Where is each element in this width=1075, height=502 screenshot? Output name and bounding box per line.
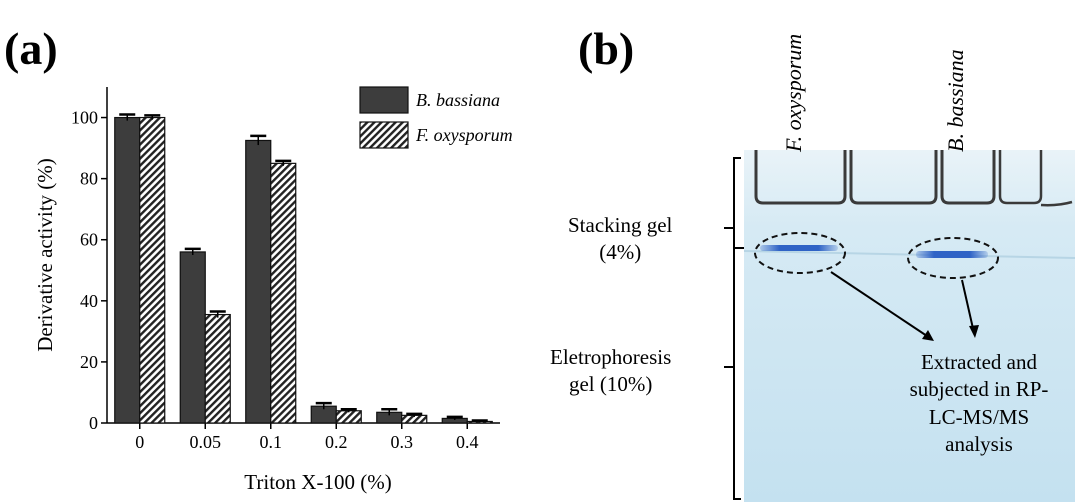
lane-label-b-bassiana: B. bassiana bbox=[943, 49, 968, 152]
bar-f-oxysporum-3 bbox=[335, 410, 362, 424]
gel-top-edge bbox=[1040, 200, 1073, 207]
stacking-gel-label: Stacking gel (4%) bbox=[568, 212, 672, 266]
legend-label: B. bassiana bbox=[416, 90, 500, 110]
gel-well-1 bbox=[754, 150, 847, 205]
y-axis-label: Derivative activity (%) bbox=[33, 158, 57, 352]
x-tick-label: 0.05 bbox=[190, 432, 222, 452]
x-tick-label: 0.4 bbox=[456, 432, 479, 452]
stacking-gel-line-2: (4%) bbox=[599, 239, 642, 264]
arrow-bba bbox=[961, 279, 975, 334]
electrophoresis-gel-label: Eletrophoresis gel (10%) bbox=[550, 344, 671, 398]
legend-swatch-f-oxysporum bbox=[359, 121, 409, 149]
legend-swatch-b-bassiana bbox=[359, 86, 409, 114]
x-tick-label: 0 bbox=[135, 432, 144, 452]
electrophoresis-line-1: Eletrophoresis bbox=[550, 345, 672, 369]
panel-b-label: (b) bbox=[578, 23, 635, 74]
electrophoresis-line-2: gel (10%) bbox=[568, 371, 653, 396]
bar-b-bassiana-0 bbox=[114, 116, 141, 424]
arrow-fox bbox=[830, 271, 931, 339]
chart-marks bbox=[114, 113, 493, 424]
bar-f-oxysporum-2 bbox=[270, 162, 297, 424]
annotation-line-1: Extracted and bbox=[920, 350, 1038, 374]
bar-b-bassiana-2 bbox=[245, 139, 272, 424]
y-tick-label: 20 bbox=[80, 352, 98, 372]
protein-band-bba bbox=[916, 251, 988, 258]
bar-b-bassiana-1 bbox=[179, 251, 206, 424]
legend-label: F. oxysporum bbox=[415, 125, 513, 145]
panel-a-label: (a) bbox=[4, 23, 58, 74]
chart-legend: B. bassiana F. oxysporum bbox=[359, 86, 513, 149]
y-tick-label: 60 bbox=[80, 230, 98, 250]
annotation-line-4: analysis bbox=[945, 431, 1013, 456]
stacking-gel-line-1: Stacking gel bbox=[568, 213, 673, 237]
bar-f-oxysporum-1 bbox=[204, 313, 231, 424]
annotation-line-3: LC-MS/MS bbox=[928, 404, 1030, 429]
gel-annotation: Extracted and subjected in RP- LC-MS/MS … bbox=[884, 349, 1074, 458]
bar-f-oxysporum-0 bbox=[139, 116, 166, 424]
x-tick-label: 0.3 bbox=[391, 432, 414, 452]
gel-well-2 bbox=[849, 150, 938, 205]
arrow-bba-head bbox=[969, 325, 979, 338]
highlight-circle-bba bbox=[907, 237, 999, 279]
arrow-fox-head bbox=[922, 330, 934, 341]
x-axis-label: Triton X-100 (%) bbox=[244, 470, 391, 494]
bar-chart: 0 20 40 60 80 100 0 0.05 0.1 0.2 0.3 0.4 Derivative… bbox=[33, 86, 513, 494]
highlight-circle-fox bbox=[754, 232, 846, 274]
stacking-separator bbox=[743, 250, 1075, 259]
gel-bracket bbox=[733, 157, 741, 500]
chart-axes: 0 20 40 60 80 100 0 0.05 0.1 0.2 0.3 0.4 bbox=[71, 87, 500, 452]
y-tick-label: 80 bbox=[80, 169, 98, 189]
gel-well-3 bbox=[940, 150, 996, 205]
y-tick-label: 40 bbox=[80, 291, 98, 311]
annotation-line-2: subjected in RP- bbox=[909, 377, 1049, 402]
lane-label-f-oxysporum: F. oxysporum bbox=[781, 33, 806, 152]
x-tick-label: 0.1 bbox=[260, 432, 283, 452]
protein-band-fox bbox=[760, 245, 838, 251]
gel-well-4 bbox=[998, 150, 1043, 205]
x-tick-label: 0.2 bbox=[325, 432, 348, 452]
y-tick-label: 100 bbox=[71, 108, 98, 128]
y-tick-label: 0 bbox=[89, 413, 98, 433]
